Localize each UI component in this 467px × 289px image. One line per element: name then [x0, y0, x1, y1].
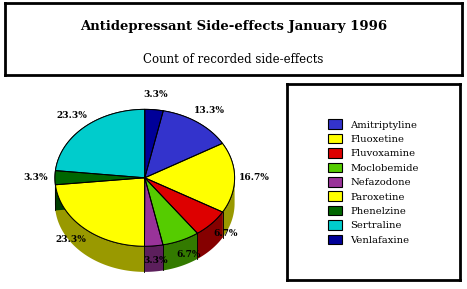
Text: 13.3%: 13.3% — [193, 105, 225, 115]
Polygon shape — [163, 233, 198, 271]
Polygon shape — [56, 109, 145, 178]
Text: Count of recorded side-effects: Count of recorded side-effects — [143, 53, 324, 66]
Polygon shape — [145, 178, 223, 233]
Polygon shape — [145, 109, 163, 178]
Polygon shape — [145, 178, 198, 259]
Polygon shape — [145, 178, 223, 238]
Polygon shape — [145, 178, 198, 245]
Polygon shape — [145, 143, 234, 212]
Text: 6.7%: 6.7% — [177, 250, 201, 259]
Polygon shape — [145, 178, 163, 271]
Text: 3.3%: 3.3% — [23, 173, 48, 182]
Polygon shape — [56, 178, 145, 246]
Polygon shape — [55, 178, 56, 210]
Polygon shape — [145, 178, 198, 259]
Polygon shape — [56, 178, 145, 210]
Text: 3.3%: 3.3% — [143, 256, 168, 265]
Polygon shape — [56, 178, 145, 246]
Text: 6.7%: 6.7% — [214, 229, 238, 238]
Text: 3.3%: 3.3% — [144, 90, 169, 99]
Polygon shape — [144, 178, 163, 246]
Polygon shape — [55, 171, 145, 185]
Polygon shape — [56, 109, 145, 178]
Polygon shape — [144, 245, 163, 272]
Polygon shape — [145, 178, 223, 238]
Text: Antidepressant Side-effects January 1996: Antidepressant Side-effects January 1996 — [80, 20, 387, 32]
Polygon shape — [145, 111, 222, 178]
Polygon shape — [145, 143, 234, 212]
Polygon shape — [223, 178, 234, 238]
Polygon shape — [145, 109, 163, 178]
Polygon shape — [144, 178, 163, 246]
Polygon shape — [198, 212, 223, 259]
Polygon shape — [145, 178, 223, 233]
Polygon shape — [145, 178, 198, 245]
Polygon shape — [145, 111, 222, 178]
Polygon shape — [145, 178, 163, 271]
Text: 23.3%: 23.3% — [56, 235, 87, 244]
Polygon shape — [55, 171, 145, 185]
Polygon shape — [56, 178, 145, 210]
Legend: Amitriptyline, Fluoxetine, Fluvoxamine, Moclobemide, Nefazodone, Paroxetine, Phe: Amitriptyline, Fluoxetine, Fluvoxamine, … — [325, 116, 422, 248]
Text: 16.7%: 16.7% — [239, 173, 270, 182]
Polygon shape — [56, 185, 144, 272]
Text: 23.3%: 23.3% — [56, 111, 87, 120]
